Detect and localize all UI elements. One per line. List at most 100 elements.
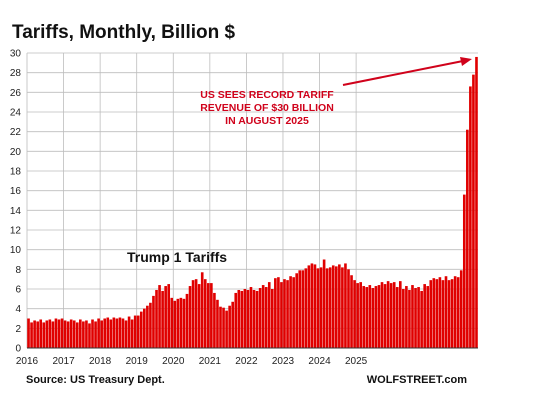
bar [475,56,478,348]
bar [57,319,61,348]
bar [255,290,259,348]
y-tick-label: 2 [15,324,21,335]
bar [97,318,100,348]
bar [368,285,372,348]
bar [136,315,140,348]
bar [466,129,469,348]
x-tick-label: 2025 [345,356,368,367]
bar [313,264,317,348]
bar [216,299,219,348]
bar [161,290,164,348]
bar [270,289,274,348]
bar [310,263,314,348]
bar [435,279,439,348]
bar [426,286,430,348]
bar [338,264,341,348]
bar [240,290,244,348]
y-tick-label: 14 [10,206,22,217]
bar [417,287,420,348]
bar [194,279,198,348]
bar [298,270,302,348]
bar [398,281,402,348]
bar [408,289,411,348]
bar [246,289,250,348]
source-note: Source: US Treasury Dept. [26,374,165,386]
bar [228,305,231,348]
bar [179,297,183,348]
bar [197,284,201,348]
bar [30,322,33,348]
grid-layer [26,52,478,349]
bar [191,280,195,348]
bar [441,280,445,348]
bar [341,267,344,348]
bar [405,286,408,348]
bar [237,289,241,348]
bar [459,270,463,348]
bar [243,289,247,348]
annotation-line-3: IN AUGUST 2025 [225,115,309,127]
bar [149,302,152,348]
bar [469,86,472,348]
bar [170,297,174,348]
bar [51,321,55,348]
x-tick-label: 2021 [199,356,222,367]
y-tick-label: 0 [15,344,21,355]
bar [234,292,238,348]
bar [353,280,356,348]
bar [75,322,79,348]
bar [133,315,137,348]
bar [91,319,94,348]
bar [420,290,423,348]
bar [450,279,454,348]
bar [325,268,329,348]
bar [188,286,192,348]
bar [173,300,177,348]
bar [264,287,268,348]
bar [371,288,375,348]
y-tick-label: 30 [10,49,22,60]
y-tick-label: 16 [10,186,22,197]
bar [103,318,107,348]
bar [94,321,97,348]
bar [423,284,426,348]
bar-layer [27,56,478,348]
bar [42,322,46,348]
bar [112,317,116,348]
bar [176,298,180,348]
bar [331,265,335,348]
bar [139,311,143,348]
bar [219,306,222,348]
bar [66,321,70,348]
bar [85,320,88,348]
bar [158,285,161,348]
y-tick-label: 22 [10,127,22,138]
bar [127,316,131,348]
bar [63,320,67,348]
bar [414,288,417,348]
bar [45,320,49,348]
bar [456,277,460,348]
bar [402,289,405,348]
bar [383,284,387,348]
y-tick-label: 4 [15,304,21,315]
y-tick-label: 18 [10,167,22,178]
bar [429,280,433,348]
bar [289,276,292,348]
bar [328,267,332,348]
x-tick-label: 2017 [52,356,75,367]
bar [295,273,298,348]
bar [88,323,91,348]
bar [389,283,393,348]
bar [411,285,414,348]
bar [164,286,167,348]
bar [334,266,338,348]
trump-1-tariffs-label: Trump 1 Tariffs [127,249,227,265]
bar [48,319,52,348]
bar [261,285,265,348]
bar [33,320,36,348]
bar [225,310,228,348]
bar [185,293,189,348]
bar [54,318,58,348]
bar [395,287,399,348]
